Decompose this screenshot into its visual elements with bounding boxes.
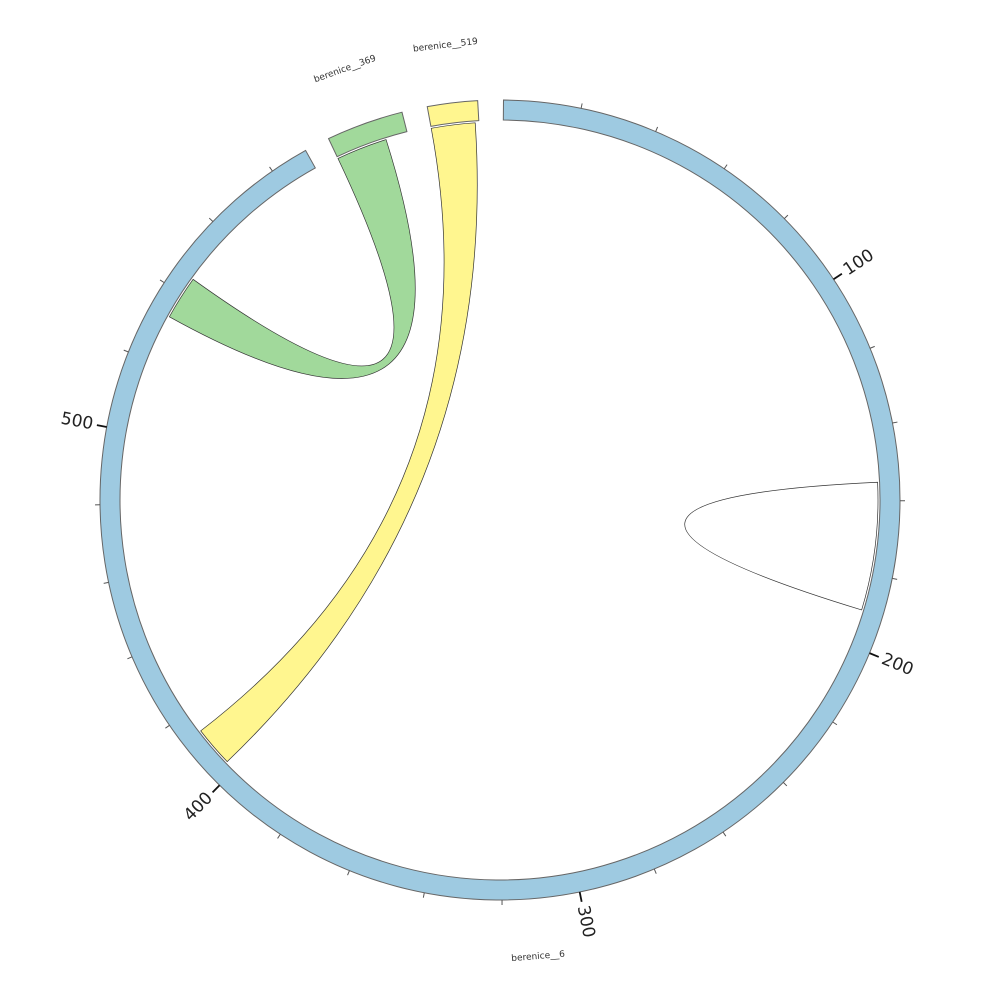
segment-label-berenice-369: berenice__369	[313, 54, 378, 86]
tick-label-500: 500	[59, 409, 95, 435]
minor-tick	[782, 782, 788, 787]
link-1	[168, 139, 416, 379]
ticks-layer	[95, 103, 906, 905]
minor-tick	[277, 834, 281, 839]
minor-tick	[127, 656, 133, 660]
minor-tick	[722, 831, 727, 837]
major-tick	[578, 891, 583, 902]
segment-berenice-6	[99, 99, 901, 901]
minor-tick	[723, 164, 728, 170]
link-3	[684, 481, 879, 611]
minor-tick	[655, 126, 659, 132]
minor-tick	[783, 214, 789, 220]
minor-tick	[208, 217, 214, 222]
minor-tick	[653, 868, 657, 874]
minor-tick	[123, 349, 129, 353]
major-tick	[211, 784, 221, 794]
major-tick	[869, 652, 880, 658]
minor-tick	[165, 724, 170, 729]
link-2	[200, 122, 478, 763]
minor-tick	[159, 279, 165, 284]
segment-berenice-519	[426, 100, 480, 127]
tick-label-400: 400	[180, 788, 217, 825]
segment-berenice-369	[327, 111, 408, 158]
minor-tick	[892, 421, 898, 424]
tick-label-200: 200	[879, 649, 917, 680]
minor-tick	[832, 721, 838, 726]
segment-label-berenice-519: berenice__519	[413, 37, 479, 55]
minor-tick	[103, 581, 109, 584]
minor-tick	[580, 103, 583, 109]
minor-tick	[869, 345, 875, 349]
segments-layer	[99, 99, 901, 901]
minor-tick	[269, 166, 273, 172]
links-layer	[168, 122, 879, 763]
major-tick	[96, 424, 107, 428]
minor-tick	[347, 870, 350, 876]
minor-tick	[892, 577, 898, 580]
segment-label-berenice-6: berenice__6	[511, 950, 566, 964]
minor-tick	[422, 892, 425, 898]
major-tick	[833, 272, 843, 280]
tick-label-100: 100	[840, 245, 878, 280]
tick-label-300: 300	[573, 904, 599, 940]
